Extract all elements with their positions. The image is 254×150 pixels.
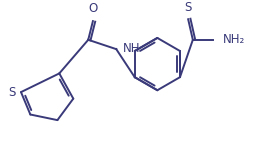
Text: O: O	[88, 2, 98, 15]
Text: NH₂: NH₂	[223, 33, 245, 46]
Text: S: S	[184, 1, 192, 14]
Text: S: S	[8, 86, 15, 99]
Text: NH: NH	[123, 42, 140, 55]
